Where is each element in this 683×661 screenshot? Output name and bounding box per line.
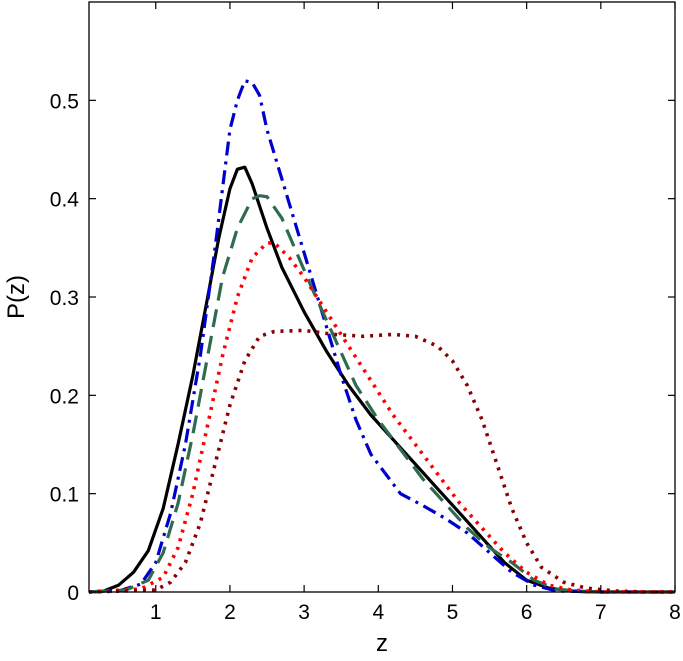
x-tick-label: 4 [372, 601, 384, 624]
x-tick-label: 2 [224, 601, 236, 624]
plot-area [89, 2, 675, 592]
y-tick-label: 0.4 [50, 189, 80, 212]
series-line-4 [88, 241, 675, 594]
series-layer [88, 79, 675, 594]
series-line-1 [88, 165, 675, 594]
y-tick-label: 0.3 [50, 287, 79, 310]
x-tick-label: 6 [521, 601, 533, 624]
x-tick-label: 3 [298, 601, 310, 624]
tick-layer: 1 2 3 4 5 6 7 8 0 0.1 0.2 0.3 0.4 0.5 [50, 2, 681, 624]
y-tick-label: 0.5 [50, 90, 79, 113]
y-axis-label: P(z) [3, 275, 30, 319]
x-tick-label: 5 [447, 601, 459, 624]
series-line-3 [88, 194, 675, 594]
y-tick-label: 0.1 [50, 484, 79, 507]
x-tick-label: 8 [669, 601, 681, 624]
y-tick-label: 0.2 [50, 385, 79, 408]
series-line-2 [88, 79, 675, 594]
x-tick-label: 1 [150, 601, 162, 624]
x-axis-label: z [376, 630, 388, 657]
series-line-5 [88, 328, 675, 594]
y-tick-label: 0 [67, 582, 79, 605]
x-tick-label: 7 [595, 601, 607, 624]
